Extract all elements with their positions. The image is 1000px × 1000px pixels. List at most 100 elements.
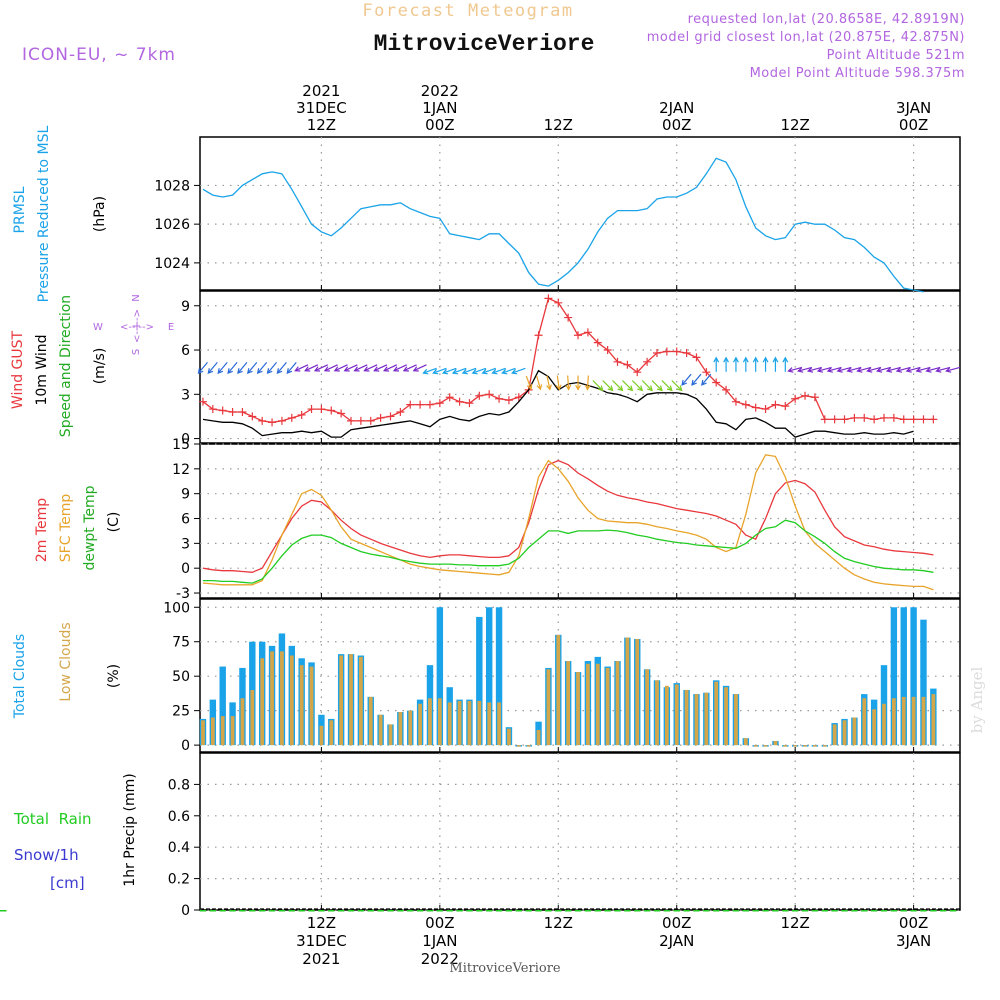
- bar-low-clouds: [210, 717, 215, 746]
- top-time-label: 3JAN: [896, 99, 931, 117]
- bar-total-rain: [446, 910, 453, 912]
- wind-arrow-head: [511, 368, 518, 375]
- series-line-prmsl: [202, 157, 924, 293]
- bar-total-rain: [791, 910, 799, 912]
- wind-arrow-head: [787, 367, 794, 373]
- bar-low-clouds: [447, 702, 452, 746]
- compass-mid: <--l-->: [120, 322, 154, 333]
- station-title: MitroviceVeriore: [374, 31, 595, 57]
- series-line-sfc-temp: [202, 454, 934, 591]
- wind-direction-arrow: [701, 373, 712, 386]
- wind-direction-arrow: [257, 361, 268, 374]
- gust-marker: [583, 328, 592, 337]
- top-time-label: 12Z: [544, 116, 573, 134]
- bar-low-clouds: [862, 698, 867, 746]
- bar-low-clouds: [645, 669, 649, 746]
- wind-arrow-head: [666, 385, 673, 392]
- bar-low-clouds: [240, 698, 245, 746]
- bottom-time-label: 12Z: [544, 914, 573, 932]
- gust-marker: [613, 357, 622, 366]
- wind-direction-arrow: [592, 380, 604, 391]
- gust-marker: [623, 360, 632, 369]
- wind-direction-arrow: [267, 361, 278, 374]
- wind-direction-arrow: [247, 361, 258, 374]
- bottom-time-label: 00Z: [662, 914, 691, 932]
- gust-marker: [692, 353, 701, 362]
- wind-direction-arrow: [393, 364, 407, 372]
- wind-direction-arrow: [906, 366, 921, 372]
- bar-total-rain: [426, 910, 434, 912]
- bar-total-rain: [515, 910, 523, 912]
- bar-low-clouds: [487, 702, 492, 746]
- bar-low-clouds: [625, 637, 630, 746]
- low-clouds-label: Low Clouds: [58, 622, 74, 701]
- wind-direction-arrow: [546, 375, 551, 390]
- wind-arrow-head: [353, 366, 360, 372]
- gust-marker: [317, 405, 326, 414]
- wind-arrow-head: [491, 368, 498, 375]
- y-tick-label: 0.2: [168, 872, 190, 888]
- y-tick-label: 6: [181, 512, 190, 528]
- top-time-label: 12Z: [307, 116, 336, 134]
- bar-total-rain: [535, 910, 542, 912]
- y-tick-label: 0.4: [168, 840, 190, 856]
- bar-total-rain: [308, 910, 315, 912]
- gust-marker: [514, 393, 523, 402]
- bar-total-rain: [910, 910, 917, 912]
- bar-low-clouds: [901, 696, 906, 746]
- wind-direction-arrow: [207, 361, 218, 374]
- bar-total-rain: [485, 910, 493, 912]
- gust-marker: [771, 400, 780, 409]
- bar-low-clouds: [497, 702, 501, 746]
- bar-low-clouds: [201, 720, 205, 746]
- wind-direction-arrow: [227, 361, 238, 374]
- bar-total-rain: [407, 910, 414, 912]
- gust-marker: [712, 378, 721, 387]
- bar-low-clouds: [536, 729, 541, 746]
- wind-direction-arrow: [413, 364, 427, 372]
- gust-marker: [860, 413, 869, 422]
- wind-arrow-head: [607, 385, 614, 392]
- wind-arrow-head: [481, 368, 488, 375]
- gust-marker: [909, 415, 918, 424]
- wind-arrow-head: [676, 385, 683, 392]
- wind-arrow-head: [617, 385, 624, 392]
- gust-marker: [258, 416, 267, 425]
- bar-low-clouds: [891, 698, 896, 746]
- bar-total-rain: [239, 910, 246, 912]
- bottom-time-label: 12Z: [307, 914, 336, 932]
- pressure-labels: PRMSL Pressure Reduced to MSL (hPa): [12, 125, 108, 302]
- bar-low-clouds: [773, 740, 778, 746]
- wind-arrow-head: [797, 367, 804, 373]
- bar-low-clouds: [507, 728, 511, 746]
- gust-marker: [238, 408, 247, 417]
- wind-arrow-head: [846, 367, 853, 373]
- wind-arrow-head: [905, 367, 912, 373]
- y-tick-label: -3: [176, 586, 190, 602]
- wind-direction-arrow: [433, 367, 447, 374]
- wind-arrow-head: [555, 384, 562, 391]
- bar-low-clouds: [329, 720, 334, 746]
- bar-total-rain: [219, 910, 226, 912]
- gust-marker: [475, 391, 484, 400]
- wind-direction-arrow: [324, 364, 338, 372]
- wind-arrow-head: [836, 367, 843, 373]
- wind-direction-arrow: [567, 375, 570, 390]
- wind-direction-arrow: [403, 364, 417, 372]
- wind-arrow-head: [856, 367, 863, 373]
- wind-arrow-head: [373, 366, 380, 372]
- y-tick-label: 100: [163, 600, 190, 616]
- wind-arrow-head: [266, 368, 273, 375]
- gust-marker: [554, 298, 563, 307]
- wind-direction-arrow: [631, 380, 643, 391]
- bar-total-rain: [377, 910, 384, 912]
- bar-total-rain: [811, 910, 819, 912]
- wind-direction-arrow: [612, 380, 623, 391]
- wind-direction-arrow: [492, 367, 506, 374]
- gust-marker: [455, 397, 464, 406]
- wind-direction-arrow: [354, 364, 368, 372]
- bar-total-rain: [821, 910, 828, 912]
- bar-low-clouds: [882, 703, 886, 746]
- wind-arrow-head: [876, 367, 883, 373]
- panel-frame-wind: [199, 290, 961, 444]
